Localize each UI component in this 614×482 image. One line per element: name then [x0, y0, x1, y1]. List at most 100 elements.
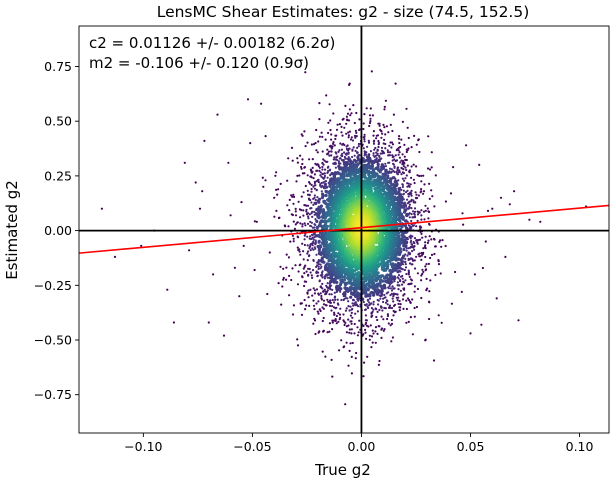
- scatter-point: [312, 287, 315, 290]
- scatter-point: [376, 149, 379, 152]
- scatter-point: [307, 267, 310, 270]
- scatter-point: [318, 169, 321, 172]
- scatter-point: [346, 112, 350, 115]
- scatter-point: [376, 162, 380, 166]
- scatter-point: [428, 222, 431, 226]
- scatter-point: [369, 231, 373, 235]
- scatter-point: [344, 295, 347, 298]
- scatter-point: [415, 193, 418, 196]
- scatter-point: [417, 239, 420, 242]
- scatter-point: [423, 218, 426, 221]
- scatter-point: [347, 305, 350, 308]
- scatter-point: [326, 254, 331, 258]
- scatter-point: [353, 121, 356, 125]
- scatter-point: [301, 134, 304, 137]
- scatter-point: [303, 222, 306, 225]
- scatter-point: [282, 278, 285, 281]
- scatter-point: [307, 204, 310, 207]
- scatter-point: [383, 328, 386, 331]
- scatter-point: [315, 188, 318, 191]
- scatter-point: [311, 269, 315, 272]
- scatter-point: [304, 308, 307, 311]
- scatter-point: [342, 313, 345, 316]
- scatter-point: [343, 278, 347, 282]
- scatter-point: [403, 179, 406, 182]
- scatter-point: [350, 355, 353, 358]
- scatter-point: [405, 299, 408, 302]
- scatter-point: [317, 292, 320, 295]
- scatter-point: [428, 182, 431, 185]
- scatter-point: [296, 174, 299, 177]
- scatter-point: [375, 134, 378, 137]
- scatter-point: [322, 163, 325, 166]
- scatter-point: [303, 243, 306, 247]
- scatter-point: [433, 252, 436, 256]
- scatter-point: [332, 265, 336, 269]
- scatter-point: [323, 168, 327, 171]
- scatter-point: [319, 263, 322, 266]
- scatter-point: [382, 297, 385, 300]
- scatter-point: [380, 146, 384, 149]
- scatter-point: [398, 156, 401, 159]
- scatter-point: [326, 289, 329, 292]
- scatter-point: [417, 194, 420, 197]
- scatter-point: [240, 201, 243, 204]
- scatter-point: [305, 204, 308, 207]
- scatter-point: [370, 307, 373, 310]
- scatter-point: [326, 171, 329, 174]
- scatter-point: [322, 303, 326, 306]
- scatter-point: [352, 304, 355, 307]
- scatter-point: [260, 102, 263, 105]
- scatter-point: [351, 302, 354, 305]
- scatter-point: [398, 141, 401, 145]
- scatter-point: [392, 300, 395, 303]
- scatter-point: [266, 292, 269, 296]
- scatter-point: [437, 314, 440, 317]
- scatter-point: [339, 287, 343, 291]
- scatter-point: [229, 214, 232, 217]
- scatter-point: [424, 244, 427, 247]
- scatter-point: [306, 259, 309, 262]
- scatter-point: [382, 283, 386, 287]
- scatter-point: [336, 298, 339, 301]
- scatter-point: [377, 143, 380, 146]
- scatter-point: [396, 261, 401, 265]
- scatter-point: [391, 176, 395, 180]
- scatter-point: [304, 184, 307, 188]
- scatter-point: [321, 135, 324, 138]
- scatter-point: [378, 232, 382, 236]
- scatter-point: [335, 152, 338, 155]
- scatter-point: [299, 154, 302, 157]
- scatter-point: [321, 194, 325, 198]
- scatter-point: [384, 279, 388, 283]
- scatter-point: [332, 112, 335, 115]
- scatter-point: [317, 267, 320, 271]
- scatter-point: [383, 296, 386, 299]
- scatter-point: [326, 286, 329, 289]
- scatter-point: [388, 197, 392, 201]
- scatter-point: [293, 195, 296, 198]
- scatter-point: [291, 313, 295, 316]
- scatter-point: [407, 195, 410, 198]
- scatter-point: [408, 235, 411, 238]
- scatter-point: [329, 284, 333, 287]
- scatter-point: [356, 310, 359, 313]
- scatter-point: [390, 289, 394, 292]
- scatter-point: [302, 250, 305, 253]
- scatter-point: [323, 182, 327, 186]
- scatter-point: [364, 308, 367, 311]
- scatter-point: [343, 291, 347, 295]
- scatter-point: [384, 99, 387, 102]
- scatter-point: [273, 196, 276, 199]
- scatter-point: [401, 163, 404, 166]
- scatter-point: [397, 302, 400, 305]
- scatter-point: [303, 298, 306, 302]
- scatter-point: [388, 144, 391, 147]
- scatter-point: [329, 301, 332, 304]
- scatter-point: [401, 283, 404, 286]
- scatter-point: [379, 152, 382, 155]
- scatter-point: [356, 297, 360, 301]
- scatter-point: [321, 173, 324, 176]
- scatter-point: [378, 155, 381, 158]
- scatter-point: [343, 126, 346, 129]
